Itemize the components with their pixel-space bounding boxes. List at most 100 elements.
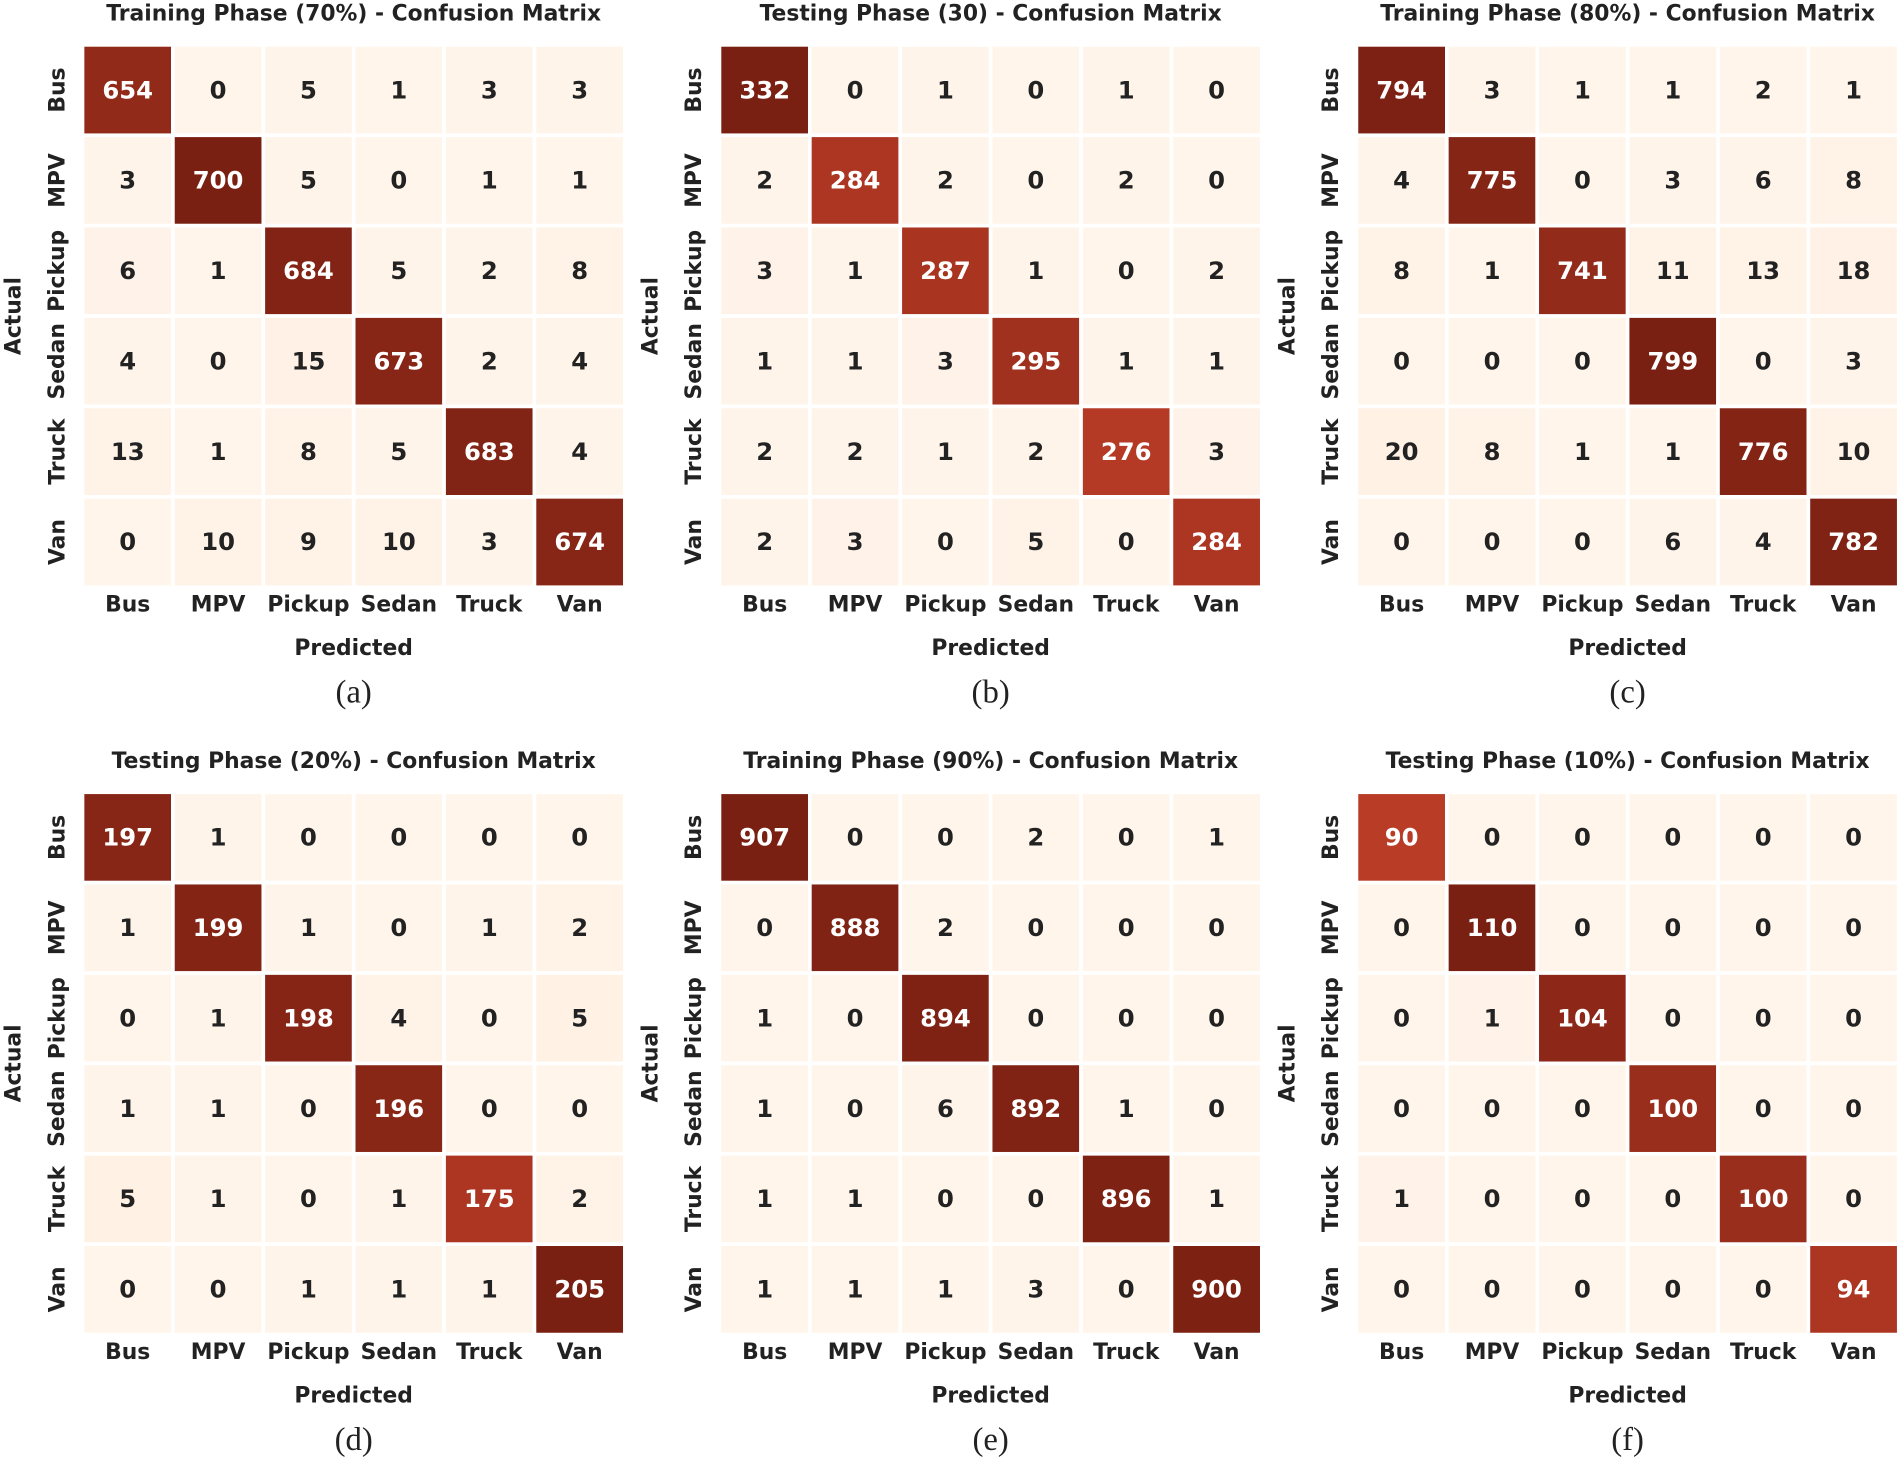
cell-label: 2 — [937, 913, 954, 942]
cell-label: 6 — [1755, 166, 1772, 195]
x-tick-label: Sedan — [1635, 1340, 1711, 1365]
cell-label: 4 — [571, 346, 588, 375]
y-tick-label: MPV — [1319, 153, 1344, 208]
x-tick-label: Bus — [1379, 592, 1424, 617]
cell-label: 0 — [1118, 823, 1135, 852]
cell-label: 90 — [1385, 823, 1419, 852]
cell-label: 1 — [210, 1094, 227, 1123]
cell-label: 0 — [1484, 1094, 1501, 1123]
cell-label: 1 — [937, 437, 954, 466]
cell-label: 3 — [481, 527, 498, 556]
cell-label: 2 — [937, 166, 954, 195]
cell — [80, 1242, 175, 1337]
cell — [80, 495, 175, 590]
cell — [898, 223, 993, 318]
cell — [171, 1061, 266, 1156]
cell-label: 2 — [847, 437, 864, 466]
cell-label: 199 — [193, 913, 244, 942]
cell — [1354, 1061, 1449, 1156]
cell — [1079, 971, 1174, 1066]
cell-label: 5 — [1027, 527, 1044, 556]
cell-label: 683 — [464, 437, 515, 466]
cell-label: 1 — [210, 437, 227, 466]
cell — [1806, 404, 1900, 499]
cell — [1169, 1151, 1264, 1247]
cell — [1716, 43, 1811, 138]
cell — [1354, 314, 1449, 409]
cell-label: 175 — [464, 1184, 515, 1213]
cell — [171, 880, 266, 975]
cell-label: 0 — [1664, 913, 1681, 942]
cell-label: 0 — [119, 1275, 136, 1304]
cell — [80, 880, 175, 975]
cell-label: 3 — [1027, 1275, 1044, 1304]
y-tick-label: Van — [1319, 1266, 1344, 1312]
cell — [1445, 971, 1540, 1066]
cell-label: 1 — [390, 75, 407, 104]
cell-label: 0 — [1484, 1184, 1501, 1213]
cell — [1535, 1151, 1630, 1247]
cell-label: 8 — [1484, 437, 1501, 466]
cell-label: 0 — [1574, 166, 1591, 195]
y-tick-label: Bus — [682, 67, 707, 112]
cell-label: 0 — [1393, 346, 1410, 375]
y-tick-label: Truck — [45, 1165, 70, 1232]
y-tick-label: Bus — [1319, 67, 1344, 112]
cell-label: 1 — [1664, 75, 1681, 104]
cell — [532, 133, 627, 228]
cell-label: 1 — [937, 75, 954, 104]
cell — [1354, 880, 1449, 975]
cell-label: 10 — [1837, 437, 1871, 466]
y-tick-label: Bus — [1319, 815, 1344, 860]
cell-label: 8 — [300, 437, 317, 466]
cell-label: 0 — [1845, 823, 1862, 852]
cell-label: 2 — [481, 256, 498, 285]
cell-label: 1 — [481, 166, 498, 195]
x-axis-label: Predicted — [294, 636, 412, 661]
cell-label: 1 — [1845, 75, 1862, 104]
cell-label: 6 — [119, 256, 136, 285]
cell-label: 0 — [847, 1003, 864, 1032]
cell — [988, 971, 1083, 1066]
cell-label: 0 — [300, 1094, 317, 1123]
cell-label: 2 — [1027, 823, 1044, 852]
cell-label: 1 — [481, 1275, 498, 1304]
cell-label: 684 — [283, 256, 334, 285]
y-tick-label: Truck — [682, 1165, 707, 1232]
cell-label: 1 — [210, 1184, 227, 1213]
cell-label: 1 — [1118, 346, 1135, 375]
cell — [717, 404, 812, 499]
cell-label: 0 — [1755, 346, 1772, 375]
y-axis-label: Actual — [2, 277, 27, 355]
cell — [1806, 1151, 1900, 1247]
cell-label: 0 — [210, 1275, 227, 1304]
cell — [1169, 1242, 1264, 1337]
cell-label: 0 — [847, 1094, 864, 1123]
cell — [171, 314, 266, 409]
x-tick-label: Truck — [1093, 592, 1160, 617]
cell-label: 6 — [1664, 527, 1681, 556]
cell-label: 5 — [300, 166, 317, 195]
cell-label: 1 — [210, 1003, 227, 1032]
cell — [1625, 971, 1720, 1066]
cell — [351, 133, 446, 228]
cell — [442, 1242, 537, 1337]
cell — [1625, 133, 1720, 228]
y-tick-label: Sedan — [45, 323, 70, 399]
cell — [351, 1242, 446, 1337]
cell-label: 13 — [1746, 256, 1780, 285]
cell-label: 1 — [1027, 256, 1044, 285]
y-tick-label: Van — [1319, 519, 1344, 565]
cell — [1445, 495, 1540, 590]
cell-label: 11 — [1656, 256, 1690, 285]
cell — [1079, 223, 1174, 318]
cell-label: 1 — [1393, 1184, 1410, 1213]
cell-label: 0 — [1574, 1094, 1591, 1123]
cell-label: 3 — [1845, 346, 1862, 375]
cell — [532, 314, 627, 409]
cell-label: 0 — [1755, 823, 1772, 852]
cell-label: 0 — [1208, 166, 1225, 195]
cell — [1354, 971, 1449, 1066]
cell-label: 1 — [210, 823, 227, 852]
x-tick-label: Sedan — [998, 1340, 1074, 1365]
